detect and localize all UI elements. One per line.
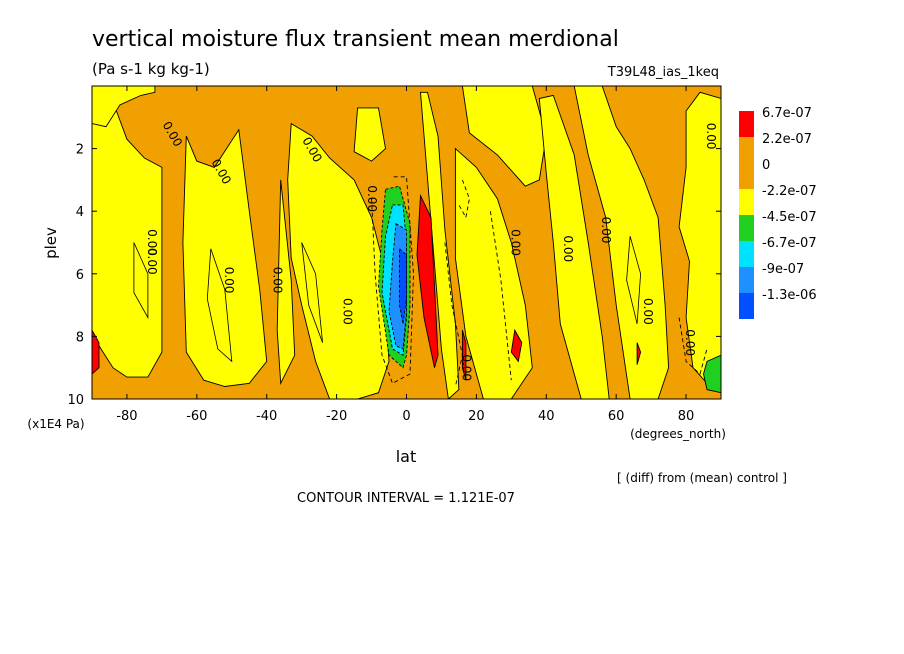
thin-contour <box>133 242 149 320</box>
y-axis-label: plev <box>42 227 60 259</box>
legend-label: 2.2e-07 <box>762 132 812 147</box>
yellow-region <box>573 86 670 399</box>
contour-label: 0.00 <box>341 298 355 325</box>
y-tick-label: 10 <box>67 393 84 408</box>
contour-label: 0.00 <box>683 329 697 356</box>
x-tick-label: -20 <box>326 409 347 424</box>
x-tick-label: -60 <box>186 409 207 424</box>
x-axis-unit: (degrees_north) <box>630 427 726 441</box>
legend-label: -2.2e-07 <box>762 184 817 199</box>
y-axis: 2 4 6 8 10 <box>67 143 721 408</box>
y-tick-label: 6 <box>76 268 84 283</box>
x-tick-label: -40 <box>256 409 277 424</box>
legend-label: 0 <box>762 158 770 173</box>
contour-label: 0.00 <box>271 267 285 294</box>
x-tick-label: -80 <box>116 409 137 424</box>
contour-fields: 0.000.000.00 0.000.000.000.000.000.000.00… <box>92 86 721 399</box>
green-region <box>703 354 721 394</box>
x-axis: -80 -60 -40 -20 0 20 40 60 80 <box>116 86 694 424</box>
x-tick-label: 20 <box>468 409 485 424</box>
legend-swatch <box>739 293 754 319</box>
yellow-region <box>678 91 721 384</box>
diff-note: [ (diff) from (mean) control ] <box>617 471 787 485</box>
legend-swatch <box>739 137 754 163</box>
legend-label: -9e-07 <box>762 262 804 277</box>
darkblue-region <box>399 247 407 324</box>
color-legend: 6.7e-07 2.2e-07 0 -2.2e-07 -4.5e-07 -6.7e-07 -… <box>739 106 817 319</box>
chart-title: vertical moisture flux transient mean me… <box>92 27 619 52</box>
yellow-region <box>461 86 547 187</box>
red-region <box>416 193 439 368</box>
y-tick-label: 2 <box>76 143 84 158</box>
yellow-region <box>420 91 460 399</box>
red-region <box>636 342 642 365</box>
contour-label: 0.00 <box>222 267 236 294</box>
x-tick-label: 0 <box>402 409 410 424</box>
contour-label: 0.00 <box>561 235 575 262</box>
contour-label: 0.00 <box>459 354 473 381</box>
yellow-region <box>287 122 390 399</box>
dashed-contour <box>489 211 512 381</box>
yellow-region <box>92 86 156 128</box>
legend-label: -6.7e-07 <box>762 236 817 251</box>
legend-swatch <box>739 267 754 293</box>
yellow-region <box>353 107 386 162</box>
x-tick-label: 40 <box>538 409 555 424</box>
yellow-region <box>454 147 533 399</box>
legend-label: -4.5e-07 <box>762 210 817 225</box>
plot-area: 0.000.000.00 0.000.000.000.000.000.000.00… <box>92 86 721 399</box>
run-id-label: T39L48_ias_1keq <box>607 65 719 80</box>
y-axis-unit: (x1E4 Pa) <box>27 417 84 431</box>
y-tick-label: 8 <box>76 330 84 345</box>
contour-label: 0.00 <box>641 298 655 325</box>
contour-interval-label: CONTOUR INTERVAL = 1.121E-07 <box>297 491 515 506</box>
legend-label: -1.3e-06 <box>762 288 817 303</box>
thin-contour <box>206 248 233 363</box>
contour-label: 0.00 <box>145 248 159 275</box>
contour-label: 0.00 <box>145 229 159 256</box>
y-tick-label: 4 <box>76 205 84 220</box>
legend-swatch <box>739 241 754 267</box>
legend-label: 6.7e-07 <box>762 106 812 121</box>
yellow-region <box>182 128 268 387</box>
contour-label: 0.00 <box>599 217 613 244</box>
yellow-region <box>538 94 610 399</box>
dashed-contour <box>371 176 414 384</box>
x-tick-label: 80 <box>678 409 695 424</box>
yellow-region <box>276 179 296 385</box>
dashed-contour <box>444 242 463 387</box>
thin-contour <box>301 242 323 343</box>
legend-swatch <box>739 215 754 241</box>
red-region <box>510 328 523 363</box>
legend-swatch <box>739 111 754 137</box>
red-region <box>92 329 100 375</box>
legend-swatch <box>739 189 754 215</box>
dashed-contour <box>458 179 470 219</box>
contour-label: 0.00 <box>365 185 379 212</box>
thin-contour <box>626 236 642 324</box>
legend-swatch <box>739 163 754 189</box>
x-tick-label: 60 <box>608 409 625 424</box>
dashed-contour <box>678 317 708 375</box>
contour-label: 0.00 <box>508 229 522 256</box>
units-label: (Pa s-1 kg kg-1) <box>92 60 210 78</box>
x-axis-label: lat <box>396 447 417 466</box>
contour-label: 0.00 <box>704 123 718 150</box>
